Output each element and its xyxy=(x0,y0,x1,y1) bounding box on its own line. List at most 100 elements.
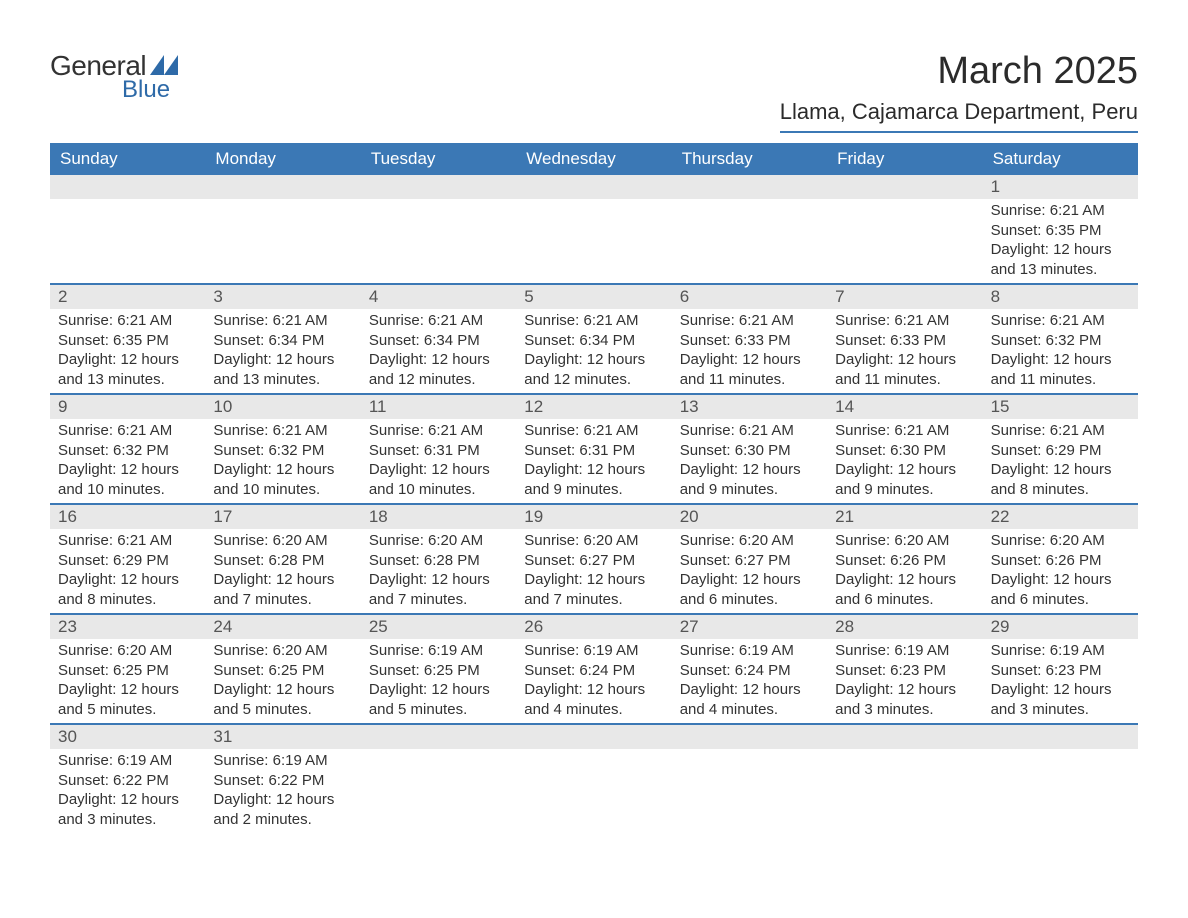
weekday-header: Sunday xyxy=(50,143,205,175)
day-info: Sunrise: 6:19 AMSunset: 6:24 PMDaylight:… xyxy=(524,639,663,719)
sunrise-line: Sunrise: 6:21 AM xyxy=(58,531,197,551)
sunset-line: Sunset: 6:27 PM xyxy=(680,551,819,571)
calendar-week: 1Sunrise: 6:21 AMSunset: 6:35 PMDaylight… xyxy=(50,175,1138,285)
sunrise-line: Sunrise: 6:20 AM xyxy=(213,641,352,661)
day-info: Sunrise: 6:21 AMSunset: 6:35 PMDaylight:… xyxy=(58,309,197,389)
sunset-line: Sunset: 6:28 PM xyxy=(213,551,352,571)
sunset-line: Sunset: 6:33 PM xyxy=(835,331,974,351)
daylight-line: Daylight: 12 hours and 7 minutes. xyxy=(213,570,352,609)
calendar-cell: Sunrise: 6:20 AMSunset: 6:25 PMDaylight:… xyxy=(50,639,205,723)
daylight-line: Daylight: 12 hours and 8 minutes. xyxy=(991,460,1130,499)
sunrise-line: Sunrise: 6:20 AM xyxy=(991,531,1130,551)
day-number: 29 xyxy=(983,615,1138,639)
sunrise-line: Sunrise: 6:21 AM xyxy=(58,311,197,331)
daylight-line: Daylight: 12 hours and 9 minutes. xyxy=(524,460,663,499)
day-number: 6 xyxy=(672,285,827,309)
daylight-line: Daylight: 12 hours and 6 minutes. xyxy=(680,570,819,609)
day-number: 8 xyxy=(983,285,1138,309)
sunset-line: Sunset: 6:24 PM xyxy=(680,661,819,681)
calendar: Sunday Monday Tuesday Wednesday Thursday… xyxy=(50,143,1138,833)
day-info: Sunrise: 6:21 AMSunset: 6:32 PMDaylight:… xyxy=(58,419,197,499)
calendar-cell: Sunrise: 6:21 AMSunset: 6:32 PMDaylight:… xyxy=(205,419,360,503)
day-info: Sunrise: 6:19 AMSunset: 6:22 PMDaylight:… xyxy=(213,749,352,829)
daynum-row: 23242526272829 xyxy=(50,615,1138,639)
sunrise-line: Sunrise: 6:19 AM xyxy=(369,641,508,661)
day-info: Sunrise: 6:21 AMSunset: 6:30 PMDaylight:… xyxy=(680,419,819,499)
calendar-cell: Sunrise: 6:19 AMSunset: 6:24 PMDaylight:… xyxy=(516,639,671,723)
day-info: Sunrise: 6:21 AMSunset: 6:32 PMDaylight:… xyxy=(991,309,1130,389)
daynum-row: 9101112131415 xyxy=(50,395,1138,419)
sunrise-line: Sunrise: 6:21 AM xyxy=(213,421,352,441)
day-info: Sunrise: 6:20 AMSunset: 6:26 PMDaylight:… xyxy=(835,529,974,609)
day-info: Sunrise: 6:20 AMSunset: 6:25 PMDaylight:… xyxy=(58,639,197,719)
calendar-cell: Sunrise: 6:20 AMSunset: 6:27 PMDaylight:… xyxy=(672,529,827,613)
sunrise-line: Sunrise: 6:20 AM xyxy=(213,531,352,551)
daylight-line: Daylight: 12 hours and 9 minutes. xyxy=(680,460,819,499)
sunset-line: Sunset: 6:22 PM xyxy=(213,771,352,791)
daylight-line: Daylight: 12 hours and 7 minutes. xyxy=(524,570,663,609)
day-info: Sunrise: 6:20 AMSunset: 6:26 PMDaylight:… xyxy=(991,529,1130,609)
weekday-header: Thursday xyxy=(672,143,827,175)
day-info: Sunrise: 6:21 AMSunset: 6:29 PMDaylight:… xyxy=(991,419,1130,499)
daylight-line: Daylight: 12 hours and 12 minutes. xyxy=(524,350,663,389)
day-number: 1 xyxy=(983,175,1138,199)
sunrise-line: Sunrise: 6:21 AM xyxy=(835,421,974,441)
sunset-line: Sunset: 6:35 PM xyxy=(991,221,1130,241)
day-number: 3 xyxy=(205,285,360,309)
day-info: Sunrise: 6:19 AMSunset: 6:23 PMDaylight:… xyxy=(835,639,974,719)
calendar-cell: Sunrise: 6:20 AMSunset: 6:26 PMDaylight:… xyxy=(827,529,982,613)
calendar-cell: Sunrise: 6:20 AMSunset: 6:26 PMDaylight:… xyxy=(983,529,1138,613)
daylight-line: Daylight: 12 hours and 8 minutes. xyxy=(58,570,197,609)
weekday-header: Friday xyxy=(827,143,982,175)
day-number xyxy=(205,175,360,199)
weeks-container: 1Sunrise: 6:21 AMSunset: 6:35 PMDaylight… xyxy=(50,175,1138,833)
day-info: Sunrise: 6:21 AMSunset: 6:31 PMDaylight:… xyxy=(524,419,663,499)
daylight-line: Daylight: 12 hours and 2 minutes. xyxy=(213,790,352,829)
daylight-line: Daylight: 12 hours and 11 minutes. xyxy=(835,350,974,389)
day-number: 19 xyxy=(516,505,671,529)
daylight-line: Daylight: 12 hours and 6 minutes. xyxy=(991,570,1130,609)
sunrise-line: Sunrise: 6:21 AM xyxy=(835,311,974,331)
day-number xyxy=(516,725,671,749)
day-info: Sunrise: 6:19 AMSunset: 6:22 PMDaylight:… xyxy=(58,749,197,829)
logo: General Blue xyxy=(50,50,178,104)
calendar-cell: Sunrise: 6:19 AMSunset: 6:24 PMDaylight:… xyxy=(672,639,827,723)
calendar-cell xyxy=(516,199,671,283)
calendar-cell: Sunrise: 6:20 AMSunset: 6:28 PMDaylight:… xyxy=(205,529,360,613)
calendar-cell: Sunrise: 6:20 AMSunset: 6:27 PMDaylight:… xyxy=(516,529,671,613)
calendar-cell: Sunrise: 6:20 AMSunset: 6:28 PMDaylight:… xyxy=(361,529,516,613)
daynum-row: 16171819202122 xyxy=(50,505,1138,529)
sunrise-line: Sunrise: 6:21 AM xyxy=(991,201,1130,221)
day-info: Sunrise: 6:21 AMSunset: 6:34 PMDaylight:… xyxy=(369,309,508,389)
sunset-line: Sunset: 6:23 PM xyxy=(835,661,974,681)
calendar-cell xyxy=(827,749,982,833)
calendar-cell: Sunrise: 6:21 AMSunset: 6:34 PMDaylight:… xyxy=(361,309,516,393)
day-info: Sunrise: 6:19 AMSunset: 6:23 PMDaylight:… xyxy=(991,639,1130,719)
day-number xyxy=(983,725,1138,749)
calendar-cell xyxy=(827,199,982,283)
calendar-cell: Sunrise: 6:21 AMSunset: 6:30 PMDaylight:… xyxy=(827,419,982,503)
daylight-line: Daylight: 12 hours and 5 minutes. xyxy=(58,680,197,719)
weekday-header-row: Sunday Monday Tuesday Wednesday Thursday… xyxy=(50,143,1138,175)
sunrise-line: Sunrise: 6:20 AM xyxy=(680,531,819,551)
calendar-cell: Sunrise: 6:20 AMSunset: 6:25 PMDaylight:… xyxy=(205,639,360,723)
day-info: Sunrise: 6:20 AMSunset: 6:28 PMDaylight:… xyxy=(369,529,508,609)
day-number: 28 xyxy=(827,615,982,639)
day-number xyxy=(672,175,827,199)
calendar-cell: Sunrise: 6:21 AMSunset: 6:29 PMDaylight:… xyxy=(50,529,205,613)
title-block: March 2025 Llama, Cajamarca Department, … xyxy=(780,50,1138,133)
day-number: 22 xyxy=(983,505,1138,529)
sunset-line: Sunset: 6:25 PM xyxy=(213,661,352,681)
sunset-line: Sunset: 6:33 PM xyxy=(680,331,819,351)
day-number: 9 xyxy=(50,395,205,419)
weekday-header: Saturday xyxy=(983,143,1138,175)
calendar-cell xyxy=(983,749,1138,833)
calendar-cell xyxy=(205,199,360,283)
daylight-line: Daylight: 12 hours and 11 minutes. xyxy=(991,350,1130,389)
day-number xyxy=(361,725,516,749)
calendar-cell xyxy=(672,749,827,833)
calendar-cell: Sunrise: 6:21 AMSunset: 6:33 PMDaylight:… xyxy=(672,309,827,393)
day-number: 30 xyxy=(50,725,205,749)
weekday-header: Wednesday xyxy=(516,143,671,175)
daylight-line: Daylight: 12 hours and 10 minutes. xyxy=(58,460,197,499)
